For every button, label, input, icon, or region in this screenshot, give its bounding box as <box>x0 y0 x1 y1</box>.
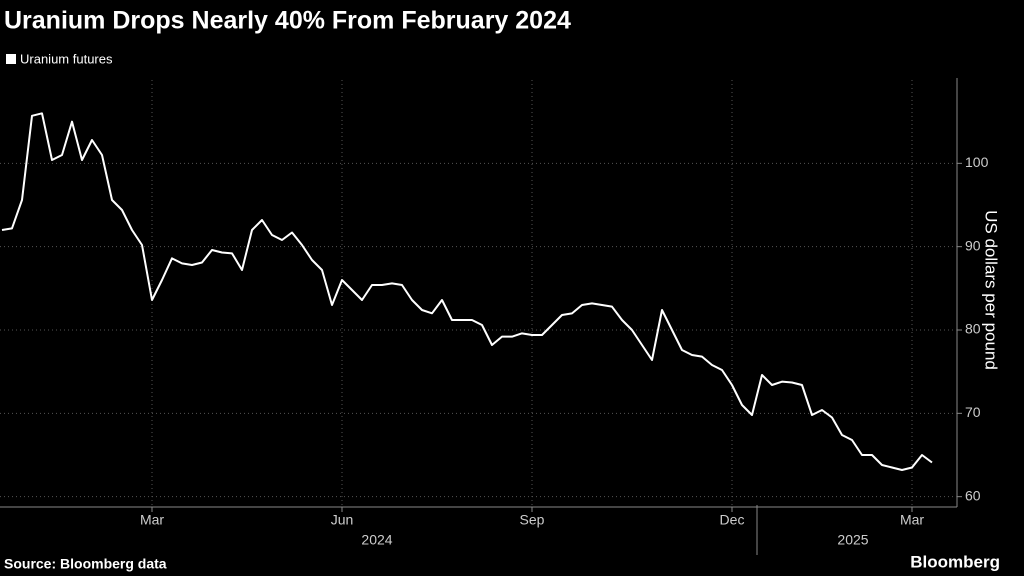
y-tick-label: 100 <box>965 154 989 170</box>
source: Source: Bloomberg data <box>4 556 167 572</box>
y-tick-label: 80 <box>965 321 981 337</box>
y-tick-label: 70 <box>965 404 981 420</box>
x-tick-label: Sep <box>520 512 545 528</box>
chart-title: Uranium Drops Nearly 40% From February 2… <box>4 7 571 35</box>
year-label: 2024 <box>361 532 392 548</box>
x-tick-label: Dec <box>720 512 745 528</box>
x-tick-label: Jun <box>331 512 354 528</box>
legend-swatch <box>6 54 16 64</box>
y-tick-label: 60 <box>965 487 981 503</box>
brand: Bloomberg <box>910 552 1000 571</box>
x-tick-label: Mar <box>900 512 924 528</box>
year-label: 2025 <box>837 532 868 548</box>
y-tick-label: 90 <box>965 237 981 253</box>
y-axis-label: US dollars per pound <box>982 210 1001 370</box>
x-tick-label: Mar <box>140 512 164 528</box>
line <box>1 112 933 471</box>
legend-label: Uranium futures <box>20 51 113 66</box>
